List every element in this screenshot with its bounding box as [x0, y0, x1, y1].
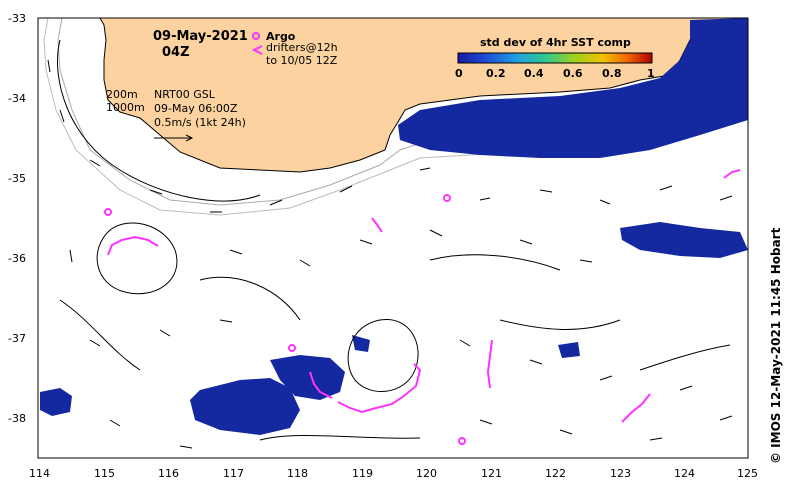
current-scale-arrowhead — [185, 134, 194, 142]
drifter-legend-label: drifters@12h — [266, 41, 338, 54]
colorbar-tick-4: 0.8 — [602, 67, 622, 80]
drifter-legend-icon — [251, 45, 263, 55]
isobath-label-200m: 200m — [106, 88, 138, 101]
plot-frame — [37, 17, 749, 459]
y-tick-4: -37 — [8, 332, 26, 345]
colorbar-title: std dev of 4hr SST comp — [480, 36, 631, 49]
y-tick-1: -34 — [8, 92, 26, 105]
current-scale: 0.5m/s (1kt 24h) — [154, 116, 246, 129]
x-tick-4: 118 — [287, 467, 308, 480]
current-valid-time: 09-May 06:00Z — [154, 102, 238, 115]
colorbar-tick-2: 0.4 — [524, 67, 544, 80]
imos-credit: © IMOS 12-May-2021 11:45 Hobart — [769, 227, 783, 464]
x-tick-9: 123 — [610, 467, 631, 480]
x-tick-8: 122 — [545, 467, 566, 480]
isobath-label-1000m: 1000m — [106, 101, 145, 114]
y-axis-ticks: -33 -34 -35 -36 -37 -38 — [8, 12, 26, 425]
y-tick-5: -38 — [8, 412, 26, 425]
colorbar-ticks: 0 0.2 0.4 0.6 0.8 1 — [455, 67, 655, 80]
drifter-legend-range: to 10/05 12Z — [266, 54, 338, 67]
argo-floats — [104, 194, 466, 445]
x-tick-6: 120 — [416, 467, 437, 480]
argo-legend-label: Argo — [266, 30, 296, 43]
map-time: 04Z — [162, 45, 190, 60]
colorbar-tick-0: 0 — [455, 67, 463, 80]
x-axis-ticks: 114 115 116 117 118 119 120 121 122 123 … — [29, 467, 758, 480]
x-tick-11: 125 — [737, 467, 758, 480]
x-tick-3: 117 — [223, 467, 244, 480]
map-date: 09-May-2021 — [153, 29, 248, 44]
x-tick-2: 116 — [158, 467, 179, 480]
x-tick-5: 119 — [352, 467, 373, 480]
argo-legend-icon — [252, 32, 260, 40]
current-vectors — [47, 59, 733, 449]
drifter-tracks — [107, 169, 741, 423]
y-tick-0: -33 — [8, 12, 26, 25]
x-tick-10: 124 — [674, 467, 695, 480]
colorbar-tick-1: 0.2 — [486, 67, 506, 80]
colorbar — [457, 52, 653, 64]
y-tick-2: -35 — [8, 172, 26, 185]
colorbar-tick-5: 1 — [647, 67, 655, 80]
colorbar-tick-3: 0.6 — [563, 67, 583, 80]
x-tick-7: 121 — [481, 467, 502, 480]
current-product: NRT00 GSL — [154, 88, 216, 101]
current-streamlines — [57, 39, 731, 441]
sst-stddev-patches — [40, 18, 748, 435]
y-tick-3: -36 — [8, 252, 26, 265]
x-tick-0: 114 — [29, 467, 50, 480]
x-tick-1: 115 — [94, 467, 115, 480]
